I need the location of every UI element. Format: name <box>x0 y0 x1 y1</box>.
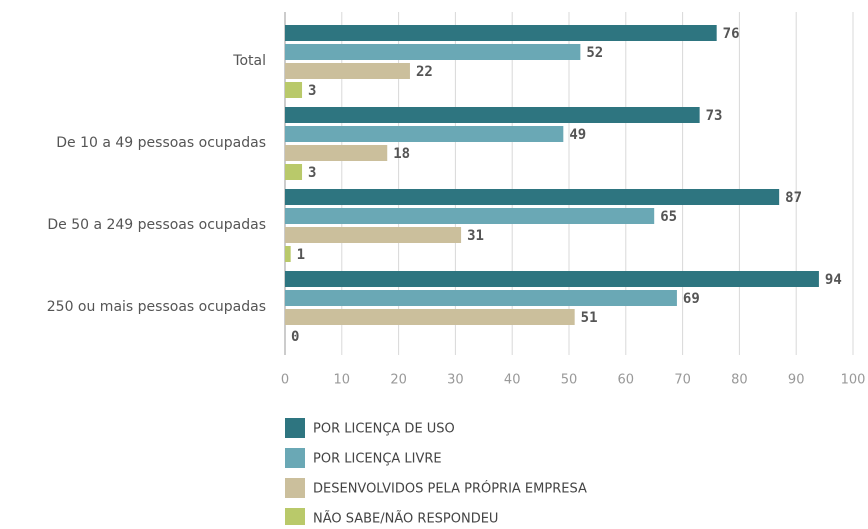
legend-swatch <box>285 448 305 468</box>
x-tick-label: 70 <box>674 373 691 388</box>
x-tick-label: 20 <box>390 373 407 388</box>
data-label: 1 <box>297 247 305 263</box>
data-label: 76 <box>723 26 740 42</box>
data-label: 65 <box>660 209 677 225</box>
x-tick-label: 90 <box>788 373 805 388</box>
bar <box>285 309 575 325</box>
x-tick-label: 40 <box>504 373 521 388</box>
x-tick-label: 0 <box>281 373 289 388</box>
data-label: 94 <box>825 272 842 288</box>
legend-swatch <box>285 508 305 528</box>
bar <box>285 63 410 79</box>
bar <box>285 44 581 60</box>
x-tick-label: 10 <box>334 373 351 388</box>
x-tick-label: 100 <box>841 373 866 388</box>
bar <box>285 145 388 161</box>
legend-label: DESENVOLVIDOS PELA PRÓPRIA EMPRESA <box>313 481 587 497</box>
data-label: 31 <box>467 228 484 244</box>
x-tick-label: 50 <box>561 373 578 388</box>
data-label: 3 <box>308 165 316 181</box>
data-label: 22 <box>416 64 433 80</box>
bar <box>285 107 700 123</box>
bar <box>285 82 303 98</box>
legend-swatch <box>285 418 305 438</box>
data-label: 0 <box>291 329 299 345</box>
legend-label: NÃO SABE/NÃO RESPONDEU <box>313 511 498 526</box>
x-tick-label: 30 <box>447 373 464 388</box>
data-label: 73 <box>706 108 723 124</box>
bar <box>285 164 303 180</box>
legend-label: POR LICENÇA DE USO <box>313 422 455 437</box>
data-label: 49 <box>569 127 586 143</box>
data-label: 3 <box>308 83 316 99</box>
bar <box>285 25 717 41</box>
bar <box>285 227 462 243</box>
x-tick-label: 80 <box>731 373 748 388</box>
data-label: 69 <box>683 291 700 307</box>
data-label: 18 <box>393 146 410 162</box>
category-label: De 50 a 249 pessoas ocupadas <box>47 217 266 233</box>
bar <box>285 246 291 262</box>
category-label: De 10 a 49 pessoas ocupadas <box>56 135 266 151</box>
bar <box>285 290 677 306</box>
bar <box>285 271 819 287</box>
category-label: Total <box>232 53 266 69</box>
data-label: 51 <box>581 310 598 326</box>
data-label: 87 <box>785 190 802 206</box>
bar <box>285 189 780 205</box>
legend-label: POR LICENÇA LIVRE <box>313 452 442 467</box>
bar <box>285 208 655 224</box>
x-tick-label: 60 <box>618 373 635 388</box>
legend-swatch <box>285 478 305 498</box>
bar <box>285 126 564 142</box>
data-label: 52 <box>586 45 603 61</box>
category-label: 250 ou mais pessoas ocupadas <box>47 299 266 315</box>
